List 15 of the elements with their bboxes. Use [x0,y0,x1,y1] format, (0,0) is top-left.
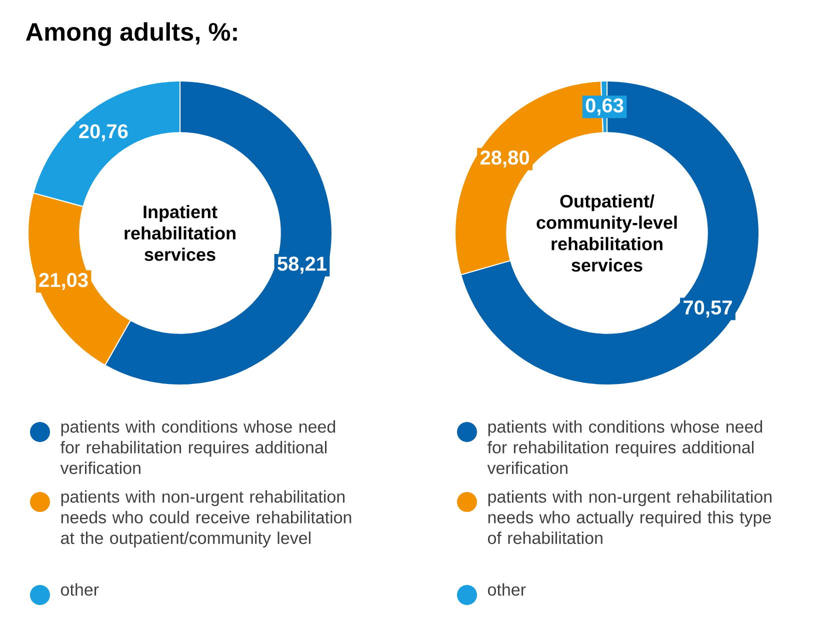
data-label: 70,57 [684,300,732,318]
text: Outpatient/ community-level rehabilitation services [536,194,677,272]
data-label: 21,03 [39,272,88,290]
data-label: 0,63 [586,98,624,116]
data-label: 28,80 [480,150,529,168]
legend-label: other [60,583,99,596]
legend-label: patients with non-urgent rehabilitation needs who could receive rehabilitation at the outpatient/community level [61,490,352,548]
text: Inpatient rehabilitation services [124,205,236,261]
chart-title: Among adults, %: [26,22,237,46]
legend-label: patients with non-urgent rehabilitation needs who actually required this type of rehabilitation [488,490,772,544]
data-label: 58,21 [278,256,326,274]
legend-label: other [488,583,526,596]
legend-label: patients with conditions whose need for rehabilitation requires additional verification [487,420,762,474]
data-label: 20,76 [79,124,128,142]
legend-label: patients with conditions whose need for rehabilitation requires additional verification [60,420,336,474]
